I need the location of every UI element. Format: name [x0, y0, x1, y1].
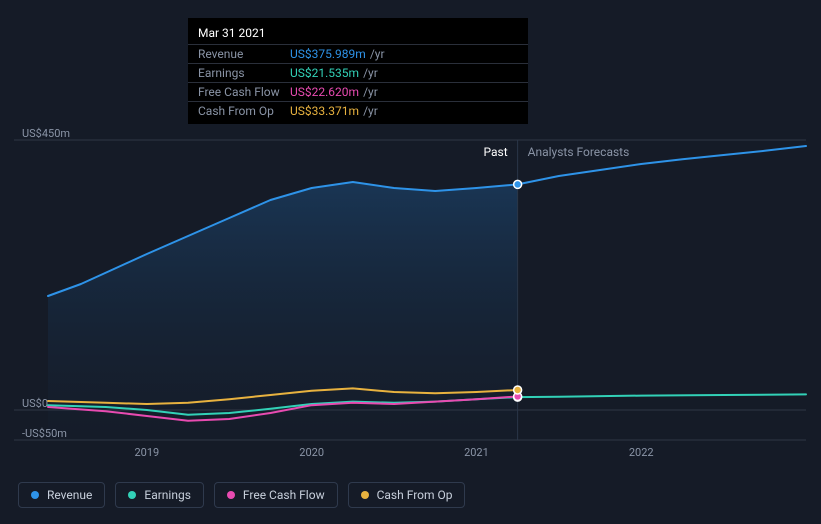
tooltip-row-earnings: Earnings US$21.535m /yr	[188, 63, 528, 82]
tooltip-label: Free Cash Flow	[198, 85, 290, 99]
legend-label: Earnings	[144, 488, 191, 502]
hover-marker-revenue	[514, 180, 522, 188]
tooltip-value: US$33.371m	[290, 104, 359, 118]
y-axis-label: US$0	[22, 397, 48, 410]
tooltip-label: Earnings	[198, 66, 290, 80]
legend-swatch-icon	[227, 491, 235, 499]
x-axis-label: 2021	[464, 446, 489, 459]
tooltip-suffix: /yr	[363, 85, 378, 99]
legend-item-cfo[interactable]: Cash From Op	[348, 482, 466, 508]
legend-label: Free Cash Flow	[243, 488, 325, 502]
region-label-forecast: Analysts Forecasts	[528, 145, 630, 159]
tooltip-suffix: /yr	[363, 104, 378, 118]
tooltip-label: Revenue	[198, 47, 290, 61]
legend-swatch-icon	[31, 491, 39, 499]
tooltip-row-fcf: Free Cash Flow US$22.620m /yr	[188, 82, 528, 101]
legend-item-revenue[interactable]: Revenue	[18, 482, 105, 508]
tooltip-value: US$22.620m	[290, 85, 359, 99]
legend-swatch-icon	[128, 491, 136, 499]
tooltip-value: US$375.989m	[290, 47, 366, 61]
legend-label: Cash From Op	[377, 488, 453, 502]
y-axis-label: US$450m	[22, 127, 70, 140]
legend-label: Revenue	[47, 488, 92, 502]
x-axis-label: 2020	[299, 446, 324, 459]
legend-item-earnings[interactable]: Earnings	[115, 482, 204, 508]
hover-marker-cfo	[514, 386, 522, 394]
x-axis-label: 2019	[135, 446, 160, 459]
tooltip-row-revenue: Revenue US$375.989m /yr	[188, 44, 528, 63]
tooltip-label: Cash From Op	[198, 104, 290, 118]
tooltip-suffix: /yr	[370, 47, 385, 61]
tooltip-value: US$21.535m	[290, 66, 359, 80]
legend: Revenue Earnings Free Cash Flow Cash Fro…	[18, 482, 465, 508]
tooltip-suffix: /yr	[363, 66, 378, 80]
tooltip-row-cfo: Cash From Op US$33.371m /yr	[188, 101, 528, 120]
x-axis-label: 2022	[629, 446, 654, 459]
legend-swatch-icon	[361, 491, 369, 499]
tooltip-date: Mar 31 2021	[188, 24, 528, 44]
region-label-past: Past	[483, 145, 507, 159]
legend-item-fcf[interactable]: Free Cash Flow	[214, 482, 338, 508]
y-axis-label: -US$50m	[22, 427, 67, 440]
hover-tooltip: Mar 31 2021 Revenue US$375.989m /yr Earn…	[188, 18, 528, 124]
